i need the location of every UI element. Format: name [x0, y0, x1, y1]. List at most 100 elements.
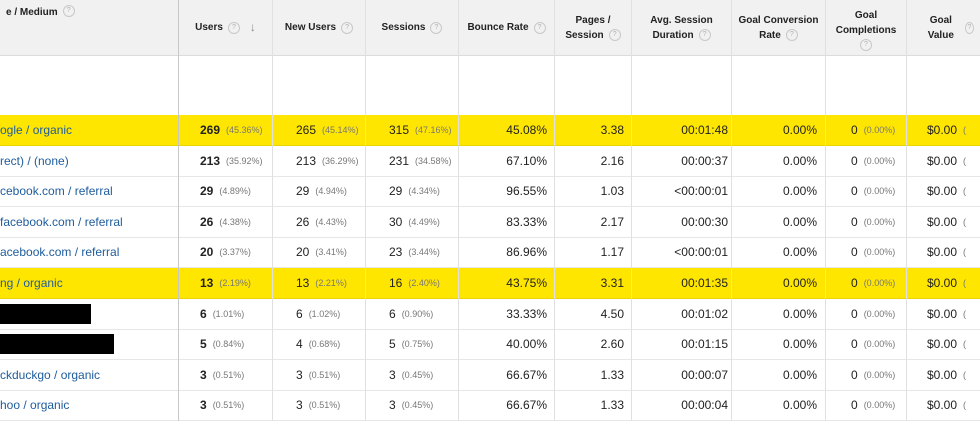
users-percent: (1.01%) [212, 309, 245, 319]
goal-completions-cell: 0 (0.00%) [851, 237, 906, 267]
goal-completions-value: 0 [851, 368, 858, 382]
help-icon[interactable]: ? [430, 21, 443, 34]
source-medium-text: acebook.com / referral [0, 245, 120, 259]
goal-completions-percent: (0.00%) [863, 278, 896, 288]
help-icon[interactable]: ? [533, 21, 546, 34]
goal-value-cell: $0.00 ( [927, 237, 980, 267]
column-divider [906, 0, 907, 421]
goal-value-value: $0.00 [927, 368, 958, 382]
new-users-value: 29 [296, 184, 310, 198]
users-percent: (2.19%) [219, 278, 251, 288]
users-value: 13 [200, 276, 214, 290]
header-source-medium-label: e / Medium [6, 7, 58, 18]
bounce-rate-cell: 33.33% [459, 299, 547, 329]
goal-value-percent: ( [963, 278, 967, 288]
avg-duration-cell: 00:00:07 [632, 360, 728, 390]
help-icon[interactable]: ? [785, 28, 798, 41]
pages-session-value: 4.50 [600, 307, 624, 321]
goal-conversion-value: 0.00% [782, 154, 817, 168]
header-goal-value[interactable]: Goal Value ? [907, 0, 980, 55]
sessions-cell: 30 (4.49%) [389, 207, 458, 237]
header-avg-session-duration[interactable]: Avg. Session Duration? [632, 0, 731, 55]
users-percent: (0.84%) [212, 339, 245, 349]
goal-value-percent: ( [963, 309, 967, 319]
goal-value-percent: ( [963, 186, 967, 196]
pages-session-value: 1.03 [600, 184, 624, 198]
pages-session-cell: 1.03 [555, 176, 624, 206]
source-medium-link[interactable]: ogle / organic [0, 115, 178, 145]
users-percent: (45.36%) [226, 125, 263, 135]
source-medium-link[interactable]: ckduckgo / organic [0, 360, 178, 390]
pages-session-cell: 1.33 [555, 360, 624, 390]
sessions-value: 3 [389, 368, 396, 382]
goal-value-percent: ( [963, 125, 967, 135]
users-percent: (0.51%) [212, 400, 245, 410]
avg-duration-cell: 00:01:35 [632, 268, 728, 298]
pages-session-value: 1.17 [600, 245, 624, 259]
header-sessions[interactable]: Sessions ? [366, 0, 458, 55]
avg-duration-cell: <00:00:01 [632, 237, 728, 267]
new-users-cell: 29 (4.94%) [296, 176, 365, 206]
source-medium-link[interactable]: hoo / organic [0, 390, 178, 420]
source-medium-link[interactable]: acebook.com / referral [0, 237, 178, 267]
header-source-medium[interactable]: e / Medium ? [0, 0, 178, 55]
sessions-cell: 5 (0.75%) [389, 329, 458, 359]
goal-conversion-cell: 0.00% [732, 360, 817, 390]
sessions-percent: (3.44%) [408, 247, 440, 257]
goal-conversion-cell: 0.00% [732, 390, 817, 420]
help-icon[interactable]: ? [227, 21, 240, 34]
header-avg-duration-line2: Duration [652, 29, 694, 41]
new-users-value: 20 [296, 245, 310, 259]
header-pages-session[interactable]: Pages / Session? [555, 0, 631, 55]
goal-completions-cell: 0 (0.00%) [851, 146, 906, 176]
users-percent: (4.89%) [219, 186, 251, 196]
new-users-value: 3 [296, 368, 303, 382]
source-medium-link[interactable]: ng / organic [0, 268, 178, 298]
goal-value-cell: $0.00 ( [927, 115, 980, 145]
table-row: hoo / organic 3 (0.51%) 3 (0.51%) 3 (0.45%) 66.… [0, 390, 980, 421]
header-goal-conversion-rate[interactable]: Goal Conversion Rate? [732, 0, 825, 55]
sessions-percent: (0.75%) [401, 339, 434, 349]
sessions-cell: 16 (2.40%) [389, 268, 458, 298]
column-divider [825, 0, 826, 421]
header-new-users[interactable]: New Users ? [273, 0, 365, 55]
bounce-rate-value: 40.00% [506, 337, 547, 351]
users-percent: (0.51%) [212, 370, 245, 380]
header-goal-conv-line1: Goal Conversion [738, 14, 819, 26]
help-icon[interactable]: ? [608, 28, 621, 41]
users-cell: 29 (4.89%) [200, 176, 272, 206]
bounce-rate-cell: 86.96% [459, 237, 547, 267]
sort-descending-icon[interactable]: ↓ [249, 20, 256, 34]
help-icon[interactable]: ? [62, 5, 75, 17]
table-row: ng / organic 13 (2.19%) 13 (2.21%) 16 (2.40%) 4… [0, 268, 980, 299]
help-icon[interactable]: ? [698, 28, 711, 41]
source-medium-link[interactable]: cebook.com / referral [0, 176, 178, 206]
goal-completions-percent: (0.00%) [863, 125, 896, 135]
goal-value-cell: $0.00 ( [927, 390, 980, 420]
new-users-percent: (0.51%) [308, 400, 341, 410]
pages-session-value: 2.16 [600, 154, 624, 168]
help-icon[interactable]: ? [964, 21, 974, 34]
source-medium-link[interactable]: facebook.com / referral [0, 207, 178, 237]
goal-value-value: $0.00 [927, 337, 958, 351]
help-icon[interactable]: ? [341, 21, 354, 34]
help-icon[interactable]: ? [860, 39, 872, 52]
table-row: 5 (0.84%) 4 (0.68%) 5 (0.75%) 40.00% 2.60 00:01:… [0, 329, 980, 360]
header-users[interactable]: Users ? ↓ [179, 0, 272, 55]
new-users-percent: (2.21%) [315, 278, 347, 288]
goal-value-cell: $0.00 ( [927, 268, 980, 298]
bounce-rate-value: 45.08% [506, 123, 547, 137]
goal-conversion-cell: 0.00% [732, 146, 817, 176]
header-bounce-rate[interactable]: Bounce Rate ? [459, 0, 554, 55]
new-users-percent: (4.43%) [315, 217, 347, 227]
new-users-value: 213 [296, 154, 317, 168]
source-medium-link[interactable]: rect) / (none) [0, 146, 178, 176]
goal-completions-percent: (0.00%) [863, 156, 896, 166]
pages-session-cell: 3.31 [555, 268, 624, 298]
bounce-rate-value: 66.67% [506, 368, 547, 382]
goal-completions-cell: 0 (0.00%) [851, 329, 906, 359]
bounce-rate-value: 43.75% [506, 276, 547, 290]
header-goal-completions[interactable]: Goal Completions ? [826, 0, 906, 55]
pages-session-cell: 4.50 [555, 299, 624, 329]
column-divider [458, 0, 459, 421]
